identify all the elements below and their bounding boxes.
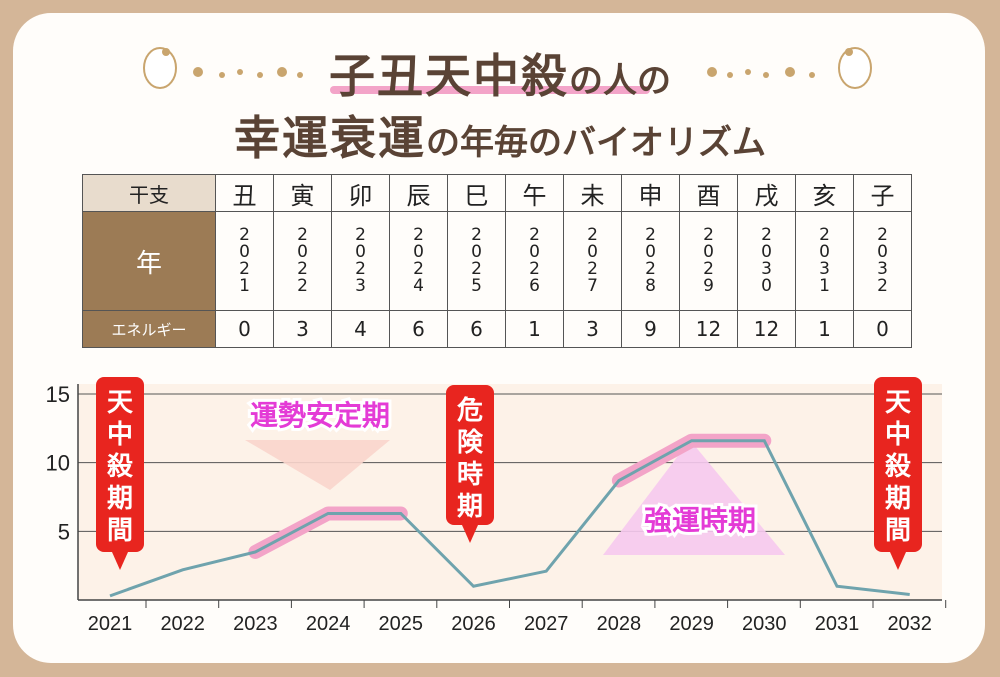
energy-cell: 3 — [273, 310, 332, 348]
flower-icon — [193, 67, 815, 78]
zodiac-cell: 寅 — [273, 174, 332, 212]
title-suffix: の人の — [569, 61, 671, 101]
y-tick-label: 10 — [46, 451, 70, 476]
tenchu-left-badge-pointer — [112, 552, 128, 570]
header-label: 干支 — [82, 174, 216, 212]
strong-label: 強運時期 — [644, 504, 756, 537]
tenchu-right-badge-bg — [874, 377, 922, 552]
danger-badge: 危険時期 — [457, 395, 484, 522]
energy-row: エネルギー 0 3 4 6 6 1 3 9 12 12 1 0 — [82, 310, 912, 348]
energy-cell: 1 — [795, 310, 854, 348]
title-suffix2: の年毎のバイオリズム — [426, 123, 766, 163]
tenchu-right-badge: 天中殺期間 — [885, 388, 912, 546]
energy-cell: 12 — [679, 310, 738, 348]
x-tick-label: 2026 — [451, 613, 496, 635]
x-tick-label: 2023 — [233, 613, 278, 635]
tenchu-left-badge: 天中殺期間 — [107, 388, 134, 546]
zodiac-cell: 子 — [853, 174, 912, 212]
stable-label: 運勢安定期 — [250, 399, 390, 432]
bird-icon — [838, 47, 872, 89]
year-label: 年 — [82, 211, 216, 311]
danger-badge-bg — [446, 385, 494, 525]
zodiac-cell: 申 — [621, 174, 680, 212]
x-tick-label: 2022 — [160, 613, 205, 635]
tenchu-right-badge-pointer — [890, 552, 906, 570]
tenchu-left-badge-bg — [96, 377, 144, 552]
x-tick-label: 2027 — [524, 613, 569, 635]
zodiac-cell: 戌 — [737, 174, 796, 212]
energy-cell: 4 — [331, 310, 390, 348]
bird-icon — [143, 47, 177, 89]
x-tick-label: 2031 — [815, 613, 860, 635]
x-tick-label: 2025 — [379, 613, 424, 635]
energy-cell: 6 — [389, 310, 448, 348]
zodiac-cell: 酉 — [679, 174, 738, 212]
energy-cell: 12 — [737, 310, 796, 348]
energy-cell: 0 — [215, 310, 274, 348]
zodiac-cell: 辰 — [389, 174, 448, 212]
strong-triangle — [603, 440, 785, 555]
energy-cell: 6 — [447, 310, 506, 348]
stable-triangle — [245, 440, 390, 490]
y-tick-label: 5 — [58, 519, 70, 544]
series-line — [109, 439, 910, 598]
x-tick-label: 2028 — [597, 613, 642, 635]
zodiac-row: 干支 丑寅卯辰巳午未申酉戌亥子 — [82, 174, 912, 212]
title-underline — [330, 86, 650, 94]
x-tick-label: 2024 — [306, 613, 351, 635]
title-main: 子丑天中殺 — [329, 49, 569, 103]
x-tick-label: 2029 — [669, 613, 714, 635]
title-main2: 幸運衰運 — [234, 111, 426, 165]
energy-label: エネルギー — [82, 310, 216, 348]
zodiac-cell: 未 — [563, 174, 622, 212]
zodiac-cell: 丑 — [215, 174, 274, 212]
y-tick-label: 15 — [46, 382, 70, 407]
energy-cell: 0 — [853, 310, 912, 348]
title-line2: 幸運衰運の年毎のバイオリズム — [0, 102, 1000, 168]
zodiac-cell: 巳 — [447, 174, 506, 212]
x-tick-label: 2032 — [887, 613, 932, 635]
x-tick-label: 2030 — [742, 613, 787, 635]
title-line1: 子丑天中殺の人の — [0, 40, 1000, 106]
x-tick-label: 2021 — [88, 613, 133, 635]
danger-badge-pointer — [462, 525, 478, 543]
zodiac-cell: 午 — [505, 174, 564, 212]
plot-area — [78, 384, 942, 600]
energy-cell: 3 — [563, 310, 622, 348]
